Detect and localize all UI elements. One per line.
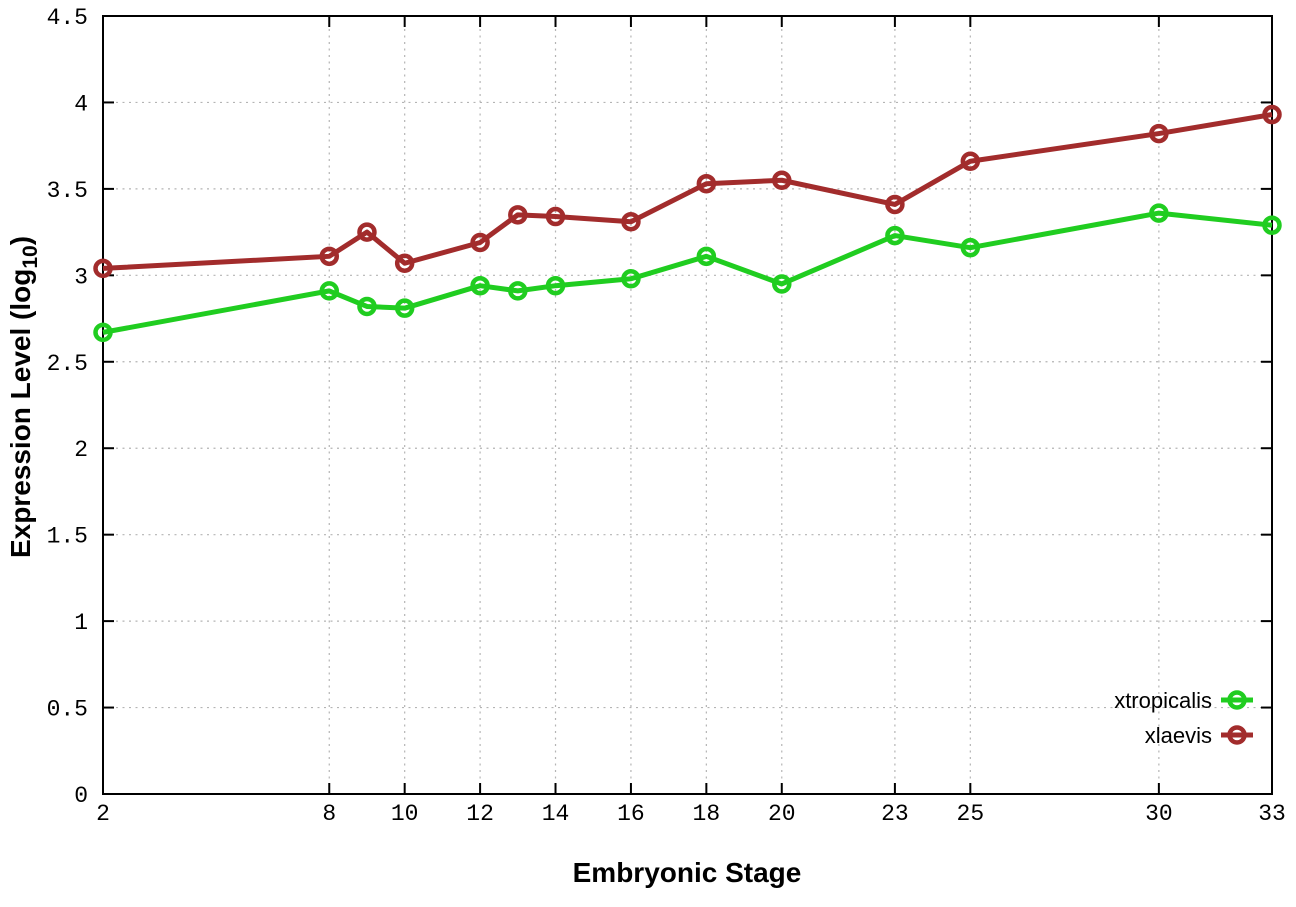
data-point-xtropicalis xyxy=(960,237,981,258)
x-tick-label: 18 xyxy=(693,801,721,827)
legend-marker-xtropicalis xyxy=(1227,690,1247,710)
data-point-xtropicalis xyxy=(93,322,113,343)
data-point-xtropicalis xyxy=(621,269,641,289)
data-point-xlaevis xyxy=(1149,123,1169,144)
y-axis-title: Expression Level (log10) xyxy=(5,236,42,558)
x-tick-label: 16 xyxy=(617,801,645,827)
data-point-xlaevis xyxy=(621,211,641,232)
data-point-xtropicalis xyxy=(394,298,415,318)
x-tick-label: 10 xyxy=(391,801,419,827)
y-tick-label: 1.5 xyxy=(47,524,88,550)
data-point-xlaevis xyxy=(357,222,377,242)
y-tick-label: 0 xyxy=(74,783,88,809)
x-tick-label: 33 xyxy=(1258,801,1286,827)
data-point-xlaevis xyxy=(470,232,490,253)
legend-label-xtropicalis: xtropicalis xyxy=(1114,688,1212,713)
y-tick-label: 2.5 xyxy=(47,351,88,377)
data-point-xlaevis xyxy=(545,206,566,227)
x-tick-label: 23 xyxy=(881,801,909,827)
axis-tick-marks xyxy=(102,15,1273,795)
data-series xyxy=(93,104,1282,343)
y-tick-label: 0.5 xyxy=(47,697,88,723)
gridlines xyxy=(103,16,1272,794)
legend-marker-xlaevis xyxy=(1227,725,1247,745)
y-tick-label: 3 xyxy=(74,264,88,290)
plot-border xyxy=(102,15,1273,795)
legend-label-xlaevis: xlaevis xyxy=(1145,723,1212,748)
data-point-xtropicalis xyxy=(545,275,566,296)
axis-tick-labels: 2 8 10 12 14 16 18 20 23 25 30 33 0 0.5 1 1.5 2 2.5 3 3.5 4 4… xyxy=(47,5,1286,827)
data-point-xlaevis xyxy=(319,246,340,267)
x-tick-label: 14 xyxy=(542,801,570,827)
data-point-xlaevis xyxy=(394,253,415,273)
data-point-xlaevis xyxy=(885,194,905,215)
data-point-xtropicalis xyxy=(772,274,792,294)
data-point-xlaevis xyxy=(960,151,981,171)
x-tick-label: 2 xyxy=(96,801,110,827)
data-point-xlaevis xyxy=(696,173,717,194)
y-axis-title-close: ) xyxy=(5,236,36,245)
y-tick-label: 1 xyxy=(74,610,88,636)
x-axis-title: Embryonic Stage xyxy=(573,857,802,888)
y-axis-title-main: Expression Level (log xyxy=(5,269,36,558)
data-point-xlaevis xyxy=(93,258,113,279)
x-tick-label: 8 xyxy=(322,801,336,827)
x-tick-label: 12 xyxy=(466,801,494,827)
data-point-xlaevis xyxy=(1262,104,1282,125)
data-point-xtropicalis xyxy=(508,281,528,301)
y-tick-label: 4.5 xyxy=(47,5,88,31)
y-tick-label: 4 xyxy=(74,91,88,117)
y-tick-label: 2 xyxy=(74,437,88,463)
data-point-xtropicalis xyxy=(696,246,717,267)
data-point-xtropicalis xyxy=(885,225,905,246)
data-point-xlaevis xyxy=(508,205,528,225)
x-tick-label: 25 xyxy=(957,801,985,827)
data-point-xtropicalis xyxy=(319,281,340,301)
data-point-xtropicalis xyxy=(470,275,490,296)
x-tick-label: 30 xyxy=(1145,801,1173,827)
data-point-xtropicalis xyxy=(357,296,377,317)
x-tick-label: 20 xyxy=(768,801,796,827)
data-point-xlaevis xyxy=(772,170,792,190)
data-point-xtropicalis xyxy=(1149,203,1169,223)
y-tick-label: 3.5 xyxy=(47,178,88,204)
series-line-xtropicalis xyxy=(102,210,1273,335)
data-point-xtropicalis xyxy=(1262,215,1282,235)
series-line-xlaevis xyxy=(102,112,1273,271)
legend: xtropicalis xlaevis xyxy=(1114,688,1253,748)
y-axis-title-subscript: 10 xyxy=(19,245,42,268)
